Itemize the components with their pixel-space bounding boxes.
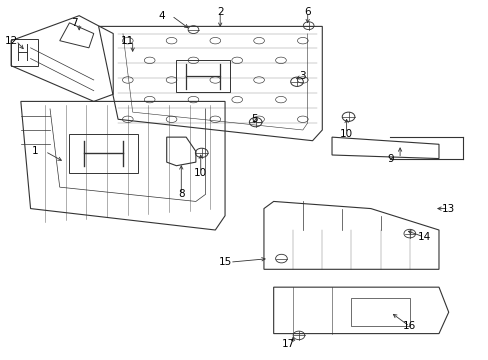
Text: 2: 2 xyxy=(217,7,223,17)
Text: 11: 11 xyxy=(121,36,134,46)
Text: 17: 17 xyxy=(281,339,294,349)
Text: 12: 12 xyxy=(4,36,18,46)
Text: 9: 9 xyxy=(386,154,393,163)
Text: 4: 4 xyxy=(158,11,165,21)
Text: 7: 7 xyxy=(71,18,78,28)
Text: 8: 8 xyxy=(178,189,184,199)
Text: 10: 10 xyxy=(339,129,352,139)
Bar xyxy=(351,298,409,327)
Text: 3: 3 xyxy=(299,71,305,81)
Text: 10: 10 xyxy=(194,168,207,178)
Text: 13: 13 xyxy=(441,203,454,213)
Text: 5: 5 xyxy=(250,114,257,124)
Text: 14: 14 xyxy=(417,232,430,242)
Text: 1: 1 xyxy=(32,147,39,157)
Bar xyxy=(69,134,137,173)
Bar xyxy=(11,39,38,66)
Text: 6: 6 xyxy=(304,7,310,17)
Text: 16: 16 xyxy=(403,321,416,332)
Text: 15: 15 xyxy=(218,257,231,267)
Bar xyxy=(176,60,229,93)
